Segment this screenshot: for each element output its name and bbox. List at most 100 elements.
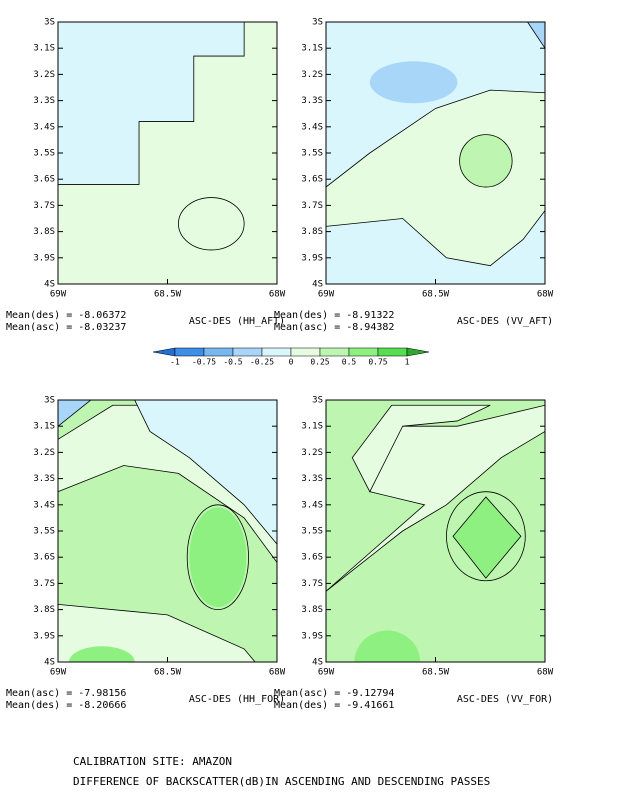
colorbar-cell [406,347,430,357]
y-tick-label: 3.3S [33,96,55,106]
y-tick-label: 3.9S [33,631,55,641]
contour-fill [526,22,545,49]
y-tick-label: 4S [312,280,323,290]
contour-fill [369,61,458,104]
y-tick-label: 3.6S [301,175,323,185]
y-tick-label: 3.7S [33,201,55,211]
y-tick-label: 3S [44,18,55,28]
colorbar-label: 0.5 [342,358,357,367]
contour-line [459,134,513,188]
mean-stat: Mean(asc) = -7.98156 [6,688,126,699]
mean-stat: Mean(des) = -8.06372 [6,310,126,321]
y-tick-label: 3.7S [301,579,323,589]
mean-stat: Mean(asc) = -8.94382 [274,322,394,333]
x-tick-label: 69W [50,290,67,300]
x-tick-label: 68.5W [422,290,450,300]
y-tick-label: 3.8S [301,227,323,237]
contour-fill [58,400,92,427]
colorbar-label: 0 [289,358,294,367]
y-tick-label: 4S [44,658,55,668]
y-tick-label: 3.6S [33,175,55,185]
contour-fill [189,507,247,607]
colorbar-cell [203,347,234,357]
y-tick-label: 3.5S [301,527,323,537]
mean-stat: Mean(des) = -8.20666 [6,700,126,711]
x-tick-label: 68.5W [154,668,182,678]
colorbar-cell [152,347,176,357]
y-tick-label: 3.1S [33,44,55,54]
contour-fill [68,646,135,662]
x-tick-label: 68.5W [154,290,182,300]
contour-fill [351,404,491,493]
y-tick-label: 3.5S [33,527,55,537]
y-tick-label: 3S [312,396,323,406]
x-tick-label: 68.5W [422,668,450,678]
colorbar-label: 0.75 [368,358,387,367]
y-tick-label: 3.5S [301,149,323,159]
colorbar-label: -0.5 [223,358,242,367]
colorbar-label: -0.25 [250,358,274,367]
contour-fill [452,496,522,579]
contour-fill [58,22,245,185]
mean-stat: Mean(des) = -9.41661 [274,700,394,711]
x-tick-label: 68W [269,290,286,300]
contour-fill [326,89,545,267]
y-tick-label: 3.4S [33,122,55,132]
y-tick-label: 3.2S [33,448,55,458]
y-tick-label: 3.3S [301,96,323,106]
y-tick-label: 3.4S [301,122,323,132]
colorbar-cell [290,347,321,357]
y-tick-label: 3.1S [301,422,323,432]
y-tick-label: 3.1S [33,422,55,432]
colorbar-cell [174,347,205,357]
x-tick-label: 69W [50,668,67,678]
y-tick-label: 3.7S [301,201,323,211]
y-tick-label: 3.4S [33,500,55,510]
panel-title: ASC-DES (HH_AFT) [189,316,285,327]
colorbar-cell [232,347,263,357]
x-tick-label: 68W [537,668,554,678]
y-tick-label: 3.2S [301,448,323,458]
y-tick-label: 3.5S [33,149,55,159]
panel-title: ASC-DES (VV_FOR) [457,694,553,705]
y-tick-label: 3S [312,18,323,28]
y-tick-label: 4S [44,280,55,290]
y-tick-label: 3.8S [33,605,55,615]
footer-text: DIFFERENCE OF BACKSCATTER(dB)IN ASCENDIN… [73,775,490,788]
y-tick-label: 3.8S [301,605,323,615]
colorbar-label: 0.25 [310,358,329,367]
y-tick-label: 3.7S [33,579,55,589]
x-tick-label: 68W [537,290,554,300]
y-tick-label: 3.9S [301,631,323,641]
mean-stat: Mean(asc) = -9.12794 [274,688,394,699]
y-tick-label: 3.6S [301,553,323,563]
y-tick-label: 3.3S [33,474,55,484]
y-tick-label: 3S [44,396,55,406]
mean-stat: Mean(des) = -8.91322 [274,310,394,321]
contour-line [446,491,526,582]
y-tick-label: 3.9S [301,253,323,263]
colorbar-label: -0.75 [192,358,216,367]
contour-fill [134,400,277,545]
y-tick-label: 3.4S [301,500,323,510]
colorbar-cell [377,347,408,357]
colorbar-label: 1 [405,358,410,367]
contour-fill [459,134,513,188]
contour-line [178,197,245,251]
y-tick-label: 3.9S [33,253,55,263]
y-tick-label: 4S [312,658,323,668]
colorbar-label: -1 [170,358,180,367]
y-tick-label: 3.3S [301,474,323,484]
y-tick-label: 3.2S [301,70,323,80]
contour-line [186,504,249,611]
y-tick-label: 3.6S [33,553,55,563]
colorbar-cell [348,347,379,357]
y-tick-label: 3.8S [33,227,55,237]
colorbar-cell [261,347,292,357]
panel-title: ASC-DES (VV_AFT) [457,316,553,327]
contour-fill [354,630,421,662]
y-tick-label: 3.1S [301,44,323,54]
x-tick-label: 68W [269,668,286,678]
footer-text: CALIBRATION SITE: AMAZON [73,755,232,768]
